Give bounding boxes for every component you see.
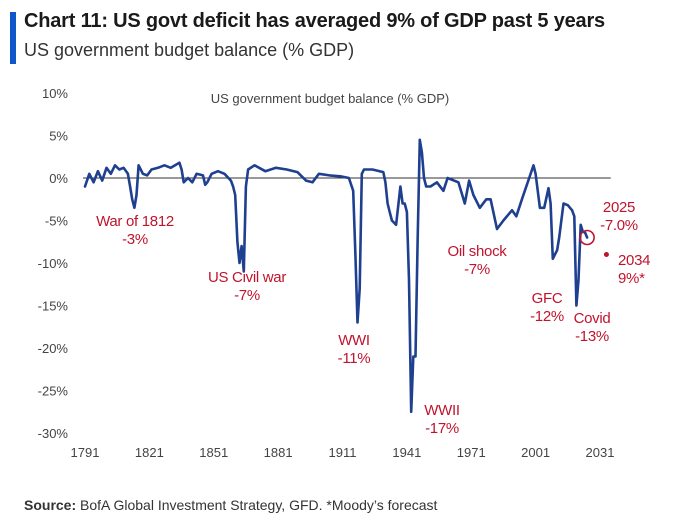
highlight-circle-2025 [579,229,595,246]
annotation-wwi-value: -11% [338,350,371,367]
y-tick-label: -10% [38,256,69,271]
chart-marks [579,229,609,257]
y-tick-label: -25% [38,384,69,399]
annotation-us-civil-war-label: US Civil war [208,269,286,286]
chart-subtitle: US government budget balance (% GDP) [24,40,355,60]
x-tick-label: 1971 [457,445,486,460]
title-accent-bar [10,12,16,64]
forecast-point-2034 [603,252,609,257]
y-tick-label: -5% [45,214,69,229]
plot-inner-title: US government budget balance (% GDP) [211,91,449,106]
annotation-wwi-label: WWI [338,332,370,349]
x-tick-label: 2031 [586,445,615,460]
annotation-wwii-value: -17% [425,420,459,437]
x-tick-label: 1791 [71,445,100,460]
annotation-gfc-label: GFC [532,290,563,307]
x-axis: 1791 1821 1851 1881 1911 1941 1971 2001 2031 [71,445,615,460]
chart-title: Chart 11: US govt deficit has averaged 9… [24,10,605,32]
x-tick-label: 1821 [135,445,164,460]
annotation-covid-value: -13% [575,328,609,345]
y-tick-label: 5% [49,129,68,144]
x-tick-label: 1851 [199,445,228,460]
budget-balance-chart: US government budget balance (% GDP) 10%… [38,86,651,460]
budget-balance-line [83,138,589,414]
annotation-2025-value: -7.0% [600,217,638,234]
annotation-2034-label: 2034 [618,252,650,269]
y-tick-label: 10% [42,86,68,101]
annotation-covid-label: Covid [574,310,611,327]
source-text: BofA Global Investment Strategy, GFD. *M… [80,497,438,513]
x-tick-label: 1881 [264,445,293,460]
x-tick-label: 1941 [392,445,421,460]
annotation-oil-shock-value: -7% [464,261,490,278]
y-tick-label: -20% [38,341,69,356]
source-label: Source: [24,497,77,513]
y-axis: 10% 5% 0% -5% -10% -15% -20% -25% -30% [38,86,69,441]
annotation-oil-shock-label: Oil shock [448,243,508,260]
annotation-gfc-value: -12% [530,308,564,325]
annotation-wwii-label: WWII [424,402,459,419]
event-annotations: War of 1812-3%US Civil war-7%WWI-11%WWII… [96,199,650,437]
x-tick-label: 2001 [521,445,550,460]
y-tick-label: -30% [38,426,69,441]
y-tick-label: -15% [38,299,69,314]
source-note: Source: BofA Global Investment Strategy,… [24,497,437,513]
annotation-2034-value: 9%* [618,270,645,287]
annotation-war-of-1812-value: -3% [122,231,148,248]
annotation-2025-label: 2025 [603,199,635,216]
annotation-war-of-1812-label: War of 1812 [96,213,174,230]
annotation-us-civil-war-value: -7% [234,287,260,304]
y-tick-label: 0% [49,171,68,186]
x-tick-label: 1911 [329,445,357,460]
